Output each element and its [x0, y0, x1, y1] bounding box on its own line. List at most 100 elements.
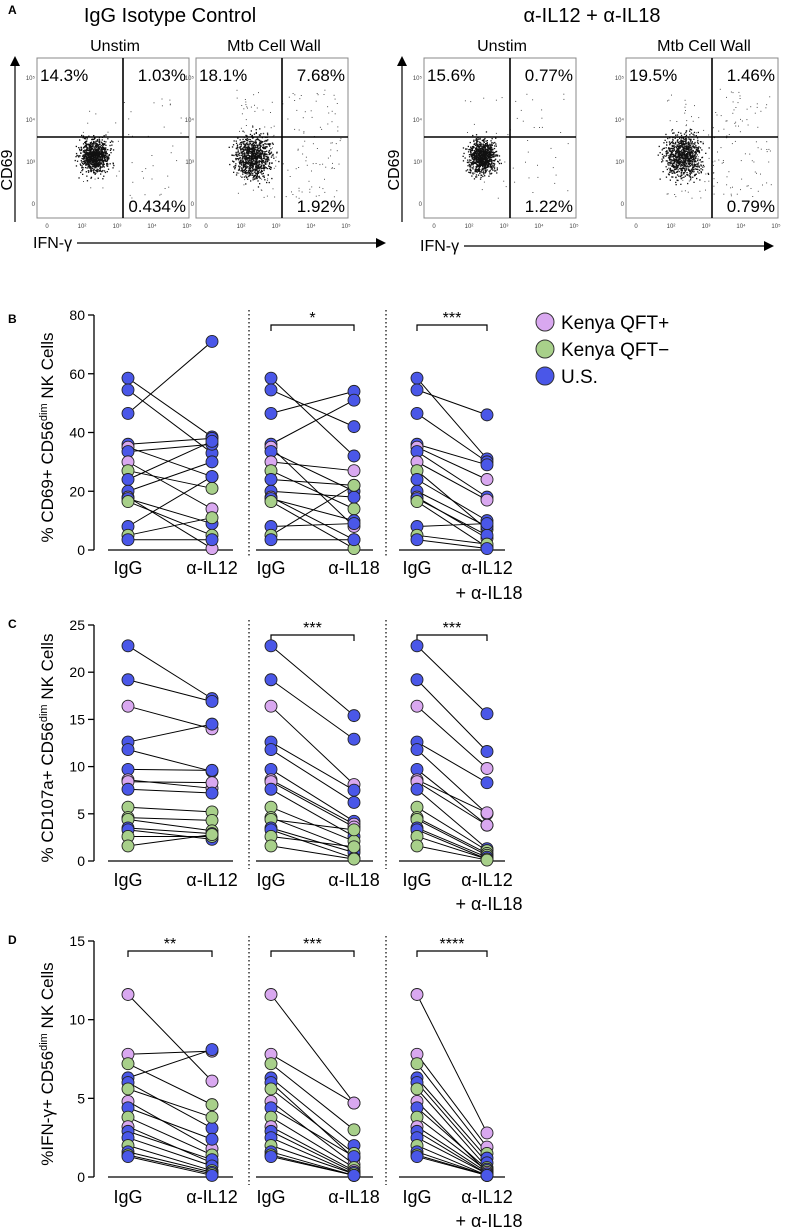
event-dot	[252, 177, 254, 179]
event-dot	[677, 153, 679, 155]
event-dot	[242, 173, 244, 175]
event-dot	[732, 112, 734, 114]
event-dot	[478, 143, 480, 145]
event-dot	[462, 147, 465, 149]
data-point-treatment	[347, 709, 361, 723]
pair-line	[270, 1088, 355, 1154]
event-dot	[274, 196, 276, 198]
event-dot	[490, 149, 492, 152]
event-dot	[321, 128, 323, 130]
event-dot	[475, 155, 477, 157]
event-dot	[683, 167, 685, 169]
event-dot	[102, 178, 104, 180]
event-dot	[249, 148, 251, 150]
event-dot	[691, 163, 694, 165]
event-dot	[239, 163, 241, 165]
event-dot	[473, 162, 475, 164]
event-dot	[234, 166, 236, 169]
event-dot	[261, 170, 263, 172]
event-dot	[670, 147, 672, 150]
event-dot	[480, 143, 482, 145]
event-dot	[479, 137, 481, 140]
event-dot	[256, 164, 258, 166]
event-dot	[254, 110, 256, 112]
event-dot	[707, 173, 710, 175]
data-point-igg	[410, 1082, 424, 1096]
event-dot	[674, 166, 676, 168]
event-dot	[93, 157, 95, 160]
event-dot	[486, 140, 488, 142]
event-dot	[697, 158, 699, 160]
event-dot	[485, 160, 488, 162]
event-dot	[246, 166, 248, 168]
event-dot	[670, 171, 672, 173]
event-dot	[330, 149, 332, 151]
event-dot	[683, 163, 685, 165]
event-dot	[676, 139, 679, 142]
y-axis-title: % CD107a+ CD56dim NK Cells	[38, 634, 57, 863]
quadrant-ur-value: 1.03%	[138, 66, 186, 85]
event-dot	[669, 144, 671, 146]
event-dot	[766, 182, 768, 184]
event-dot	[252, 143, 254, 146]
event-dot	[475, 168, 477, 170]
event-dot	[87, 147, 89, 149]
x-tick-label: IgG	[402, 1187, 431, 1207]
event-dot	[317, 94, 319, 96]
event-dot	[686, 153, 688, 155]
event-dot	[268, 153, 271, 155]
event-dot	[682, 143, 684, 145]
event-dot	[264, 179, 266, 181]
event-dot	[103, 163, 105, 165]
event-dot	[237, 159, 240, 161]
event-dot	[700, 165, 702, 167]
event-dot	[333, 168, 335, 169]
event-dot	[261, 159, 264, 162]
event-dot	[702, 166, 704, 168]
event-dot	[103, 166, 105, 168]
event-dot	[96, 170, 98, 172]
event-dot	[145, 168, 147, 170]
event-dot	[249, 163, 251, 166]
event-dot	[659, 178, 661, 180]
event-dot	[262, 167, 264, 169]
event-dot	[689, 157, 691, 160]
event-dot	[305, 160, 307, 162]
event-dot	[305, 156, 307, 158]
x-tick-label: IgG	[256, 558, 285, 578]
event-dot	[669, 179, 671, 181]
event-dot	[294, 94, 296, 96]
event-dot	[695, 132, 697, 134]
event-dot	[264, 126, 266, 128]
event-dot	[252, 189, 254, 191]
event-dot	[94, 145, 97, 147]
data-point-igg	[121, 1150, 135, 1163]
event-dot	[695, 164, 697, 166]
event-dot	[85, 156, 87, 158]
event-dot	[499, 159, 501, 161]
pair-line	[127, 827, 213, 835]
pair-line	[416, 1151, 488, 1176]
event-dot	[87, 159, 89, 161]
event-dot	[309, 191, 311, 193]
event-dot	[496, 167, 498, 169]
event-dot	[698, 146, 700, 148]
event-dot	[479, 150, 481, 153]
event-dot	[254, 141, 256, 144]
event-dot	[123, 102, 125, 103]
event-dot	[692, 145, 695, 147]
data-point-igg	[410, 495, 424, 508]
event-dot	[250, 158, 253, 161]
event-dot	[468, 149, 470, 151]
event-dot	[677, 141, 679, 143]
event-dot	[260, 154, 262, 156]
event-dot	[697, 150, 699, 152]
event-dot	[487, 145, 489, 147]
event-dot	[488, 151, 490, 153]
event-dot	[258, 166, 260, 168]
event-dot	[258, 92, 259, 94]
event-dot	[298, 187, 300, 189]
event-dot	[693, 143, 695, 145]
event-dot	[235, 154, 237, 156]
